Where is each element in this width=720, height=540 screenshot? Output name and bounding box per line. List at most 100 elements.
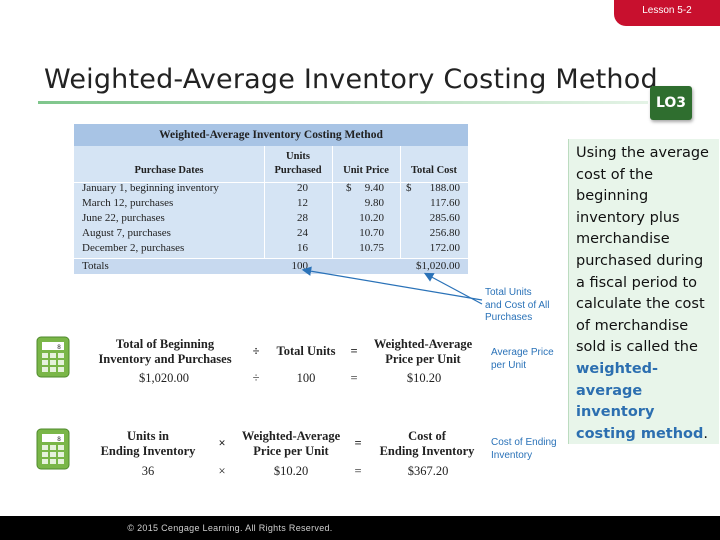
table-row: June 22, purchases 28 10.20 285.60 [74, 211, 468, 226]
note-total-units: Total Units and Cost of All Purchases [485, 287, 549, 325]
note-line: Inventory [491, 449, 533, 461]
note-line: Purchases [485, 312, 533, 323]
definition-panel [568, 139, 719, 444]
formula1-term1: Total of Beginning Inventory and Purchas… [86, 337, 244, 367]
table-header: Purchase Dates Units Purchased Unit Pric… [74, 146, 468, 183]
totals-units: 100 [291, 260, 309, 272]
formula-line: Ending Inventory [100, 444, 196, 458]
formula-line: Cost of [408, 429, 446, 443]
formula-line: Weighted-Average [373, 337, 473, 351]
formula2-operator: × [218, 436, 226, 450]
cell-date: June 22, purchases [82, 212, 165, 224]
cell-unit-price: 10.70 [359, 227, 384, 239]
table-title: Weighted-Average Inventory Costing Metho… [74, 124, 468, 146]
formula-line: Weighted-Average [241, 429, 341, 443]
cell-units: 28 [297, 212, 308, 224]
formula-line: Price per Unit [385, 352, 461, 366]
calculator-icon: 8 [36, 336, 70, 378]
formula1-value2: 100 [296, 371, 316, 385]
cell-total-cost: 285.60 [429, 212, 460, 224]
formula2-equals: = [354, 436, 362, 450]
footer-copyright-wrap: © 2015 Cengage Learning. All Rights Rese… [0, 523, 720, 533]
purchases-table: Weighted-Average Inventory Costing Metho… [74, 124, 468, 274]
table-divider [264, 146, 265, 273]
formula1-value-equals: = [350, 371, 358, 385]
formula1-value1: $1,020.00 [139, 371, 189, 385]
formula1-value-result: $10.20 [406, 371, 442, 385]
header-units-line1: Units [286, 151, 310, 162]
definition-keyword: weighted-average inventory costing metho… [576, 360, 704, 442]
note-line: per Unit [491, 359, 527, 371]
cell-dollar: $ [346, 182, 352, 194]
note-line: Total Units [485, 287, 532, 298]
cell-date: January 1, beginning inventory [82, 182, 219, 194]
calculator-icon: 8 [36, 428, 70, 470]
cell-dollar: $ [406, 182, 412, 194]
cell-unit-price: 10.20 [359, 212, 384, 224]
formula1-operator: ÷ [252, 344, 260, 358]
formula-line: Units in [126, 429, 170, 443]
formula-line: Ending Inventory [379, 444, 475, 458]
cell-date: August 7, purchases [82, 227, 171, 239]
definition-text: Using the average cost of the beginning … [576, 143, 714, 445]
cell-units: 16 [297, 242, 308, 254]
totals-row: Totals 100 $1,020.00 [74, 258, 468, 274]
header-units-line2: Purchased [274, 165, 322, 176]
formula2-term2: Weighted-Average Price per Unit [232, 429, 350, 459]
svg-text:8: 8 [57, 344, 61, 351]
formula1-result: Weighted-Average Price per Unit [364, 337, 482, 367]
header-unit-price: Unit Price [343, 165, 389, 176]
cell-total-cost: 188.00 [429, 182, 460, 194]
table-row: January 1, beginning inventory 20 $9.40 $18… [74, 181, 468, 196]
header-purchase-dates: Purchase Dates [134, 165, 204, 176]
lo-badge: LO3 [650, 86, 692, 120]
page-title: Weighted-Average Inventory Costing Metho… [44, 64, 658, 95]
table-divider [400, 146, 401, 273]
formula-line: Total of Beginning [115, 337, 215, 351]
cell-units: 20 [297, 182, 308, 194]
formula1-term2: Total Units [276, 344, 336, 358]
cell-units: 12 [297, 197, 308, 209]
formula2-value2: $10.20 [273, 464, 309, 478]
cell-total-cost: 256.80 [429, 227, 460, 239]
formula2-term1: Units in Ending Inventory [86, 429, 210, 459]
note-line: Average Price [491, 347, 554, 358]
formula2-value-operator: × [218, 464, 226, 478]
svg-text:8: 8 [57, 436, 61, 443]
arrow-to-total-cost [423, 272, 483, 305]
table-row: August 7, purchases 24 10.70 256.80 [74, 226, 468, 241]
table-row: December 2, purchases 16 10.75 172.00 [74, 241, 468, 256]
definition-end: . [703, 425, 708, 442]
formula2-result: Cost of Ending Inventory [368, 429, 486, 459]
lesson-tab: Lesson 5-2 [614, 0, 720, 26]
note-line: Cost of Ending [491, 437, 557, 448]
formula1-value-operator: ÷ [252, 371, 260, 385]
totals-label: Totals [82, 260, 109, 272]
arrow-to-total-units [301, 266, 483, 301]
cell-unit-price: 10.75 [359, 242, 384, 254]
table-divider [332, 146, 333, 273]
definition-body: Using the average cost of the beginning … [576, 145, 709, 356]
cell-unit-price: 9.80 [364, 197, 384, 209]
cell-unit-price: 9.40 [364, 182, 384, 194]
note-average-price: Average Price per Unit [491, 347, 554, 372]
cell-units: 24 [297, 227, 308, 239]
cell-total-cost: 117.60 [430, 197, 460, 209]
footer-bar [0, 516, 720, 540]
formula-line: Inventory and Purchases [98, 352, 232, 366]
formula-line: Price per Unit [253, 444, 329, 458]
formula1-equals: = [350, 344, 358, 358]
cell-total-cost: 172.00 [429, 242, 460, 254]
header-total-cost: Total Cost [411, 165, 457, 176]
formula2-value-result: $367.20 [407, 464, 449, 478]
formula2-value-equals: = [354, 464, 362, 478]
footer-copyright: © 2015 Cengage Learning. All Rights Rese… [127, 523, 333, 533]
table-row: March 12, purchases 12 9.80 117.60 [74, 196, 468, 211]
cell-date: March 12, purchases [82, 197, 174, 209]
formula2-value1: 36 [141, 464, 155, 478]
totals-cost: $1,020.00 [416, 260, 460, 272]
note-line: and Cost of All [485, 299, 550, 311]
cell-date: December 2, purchases [82, 242, 185, 254]
note-cost-ending: Cost of Ending Inventory [491, 437, 557, 462]
lesson-tab-label: Lesson 5-2 [642, 5, 692, 16]
